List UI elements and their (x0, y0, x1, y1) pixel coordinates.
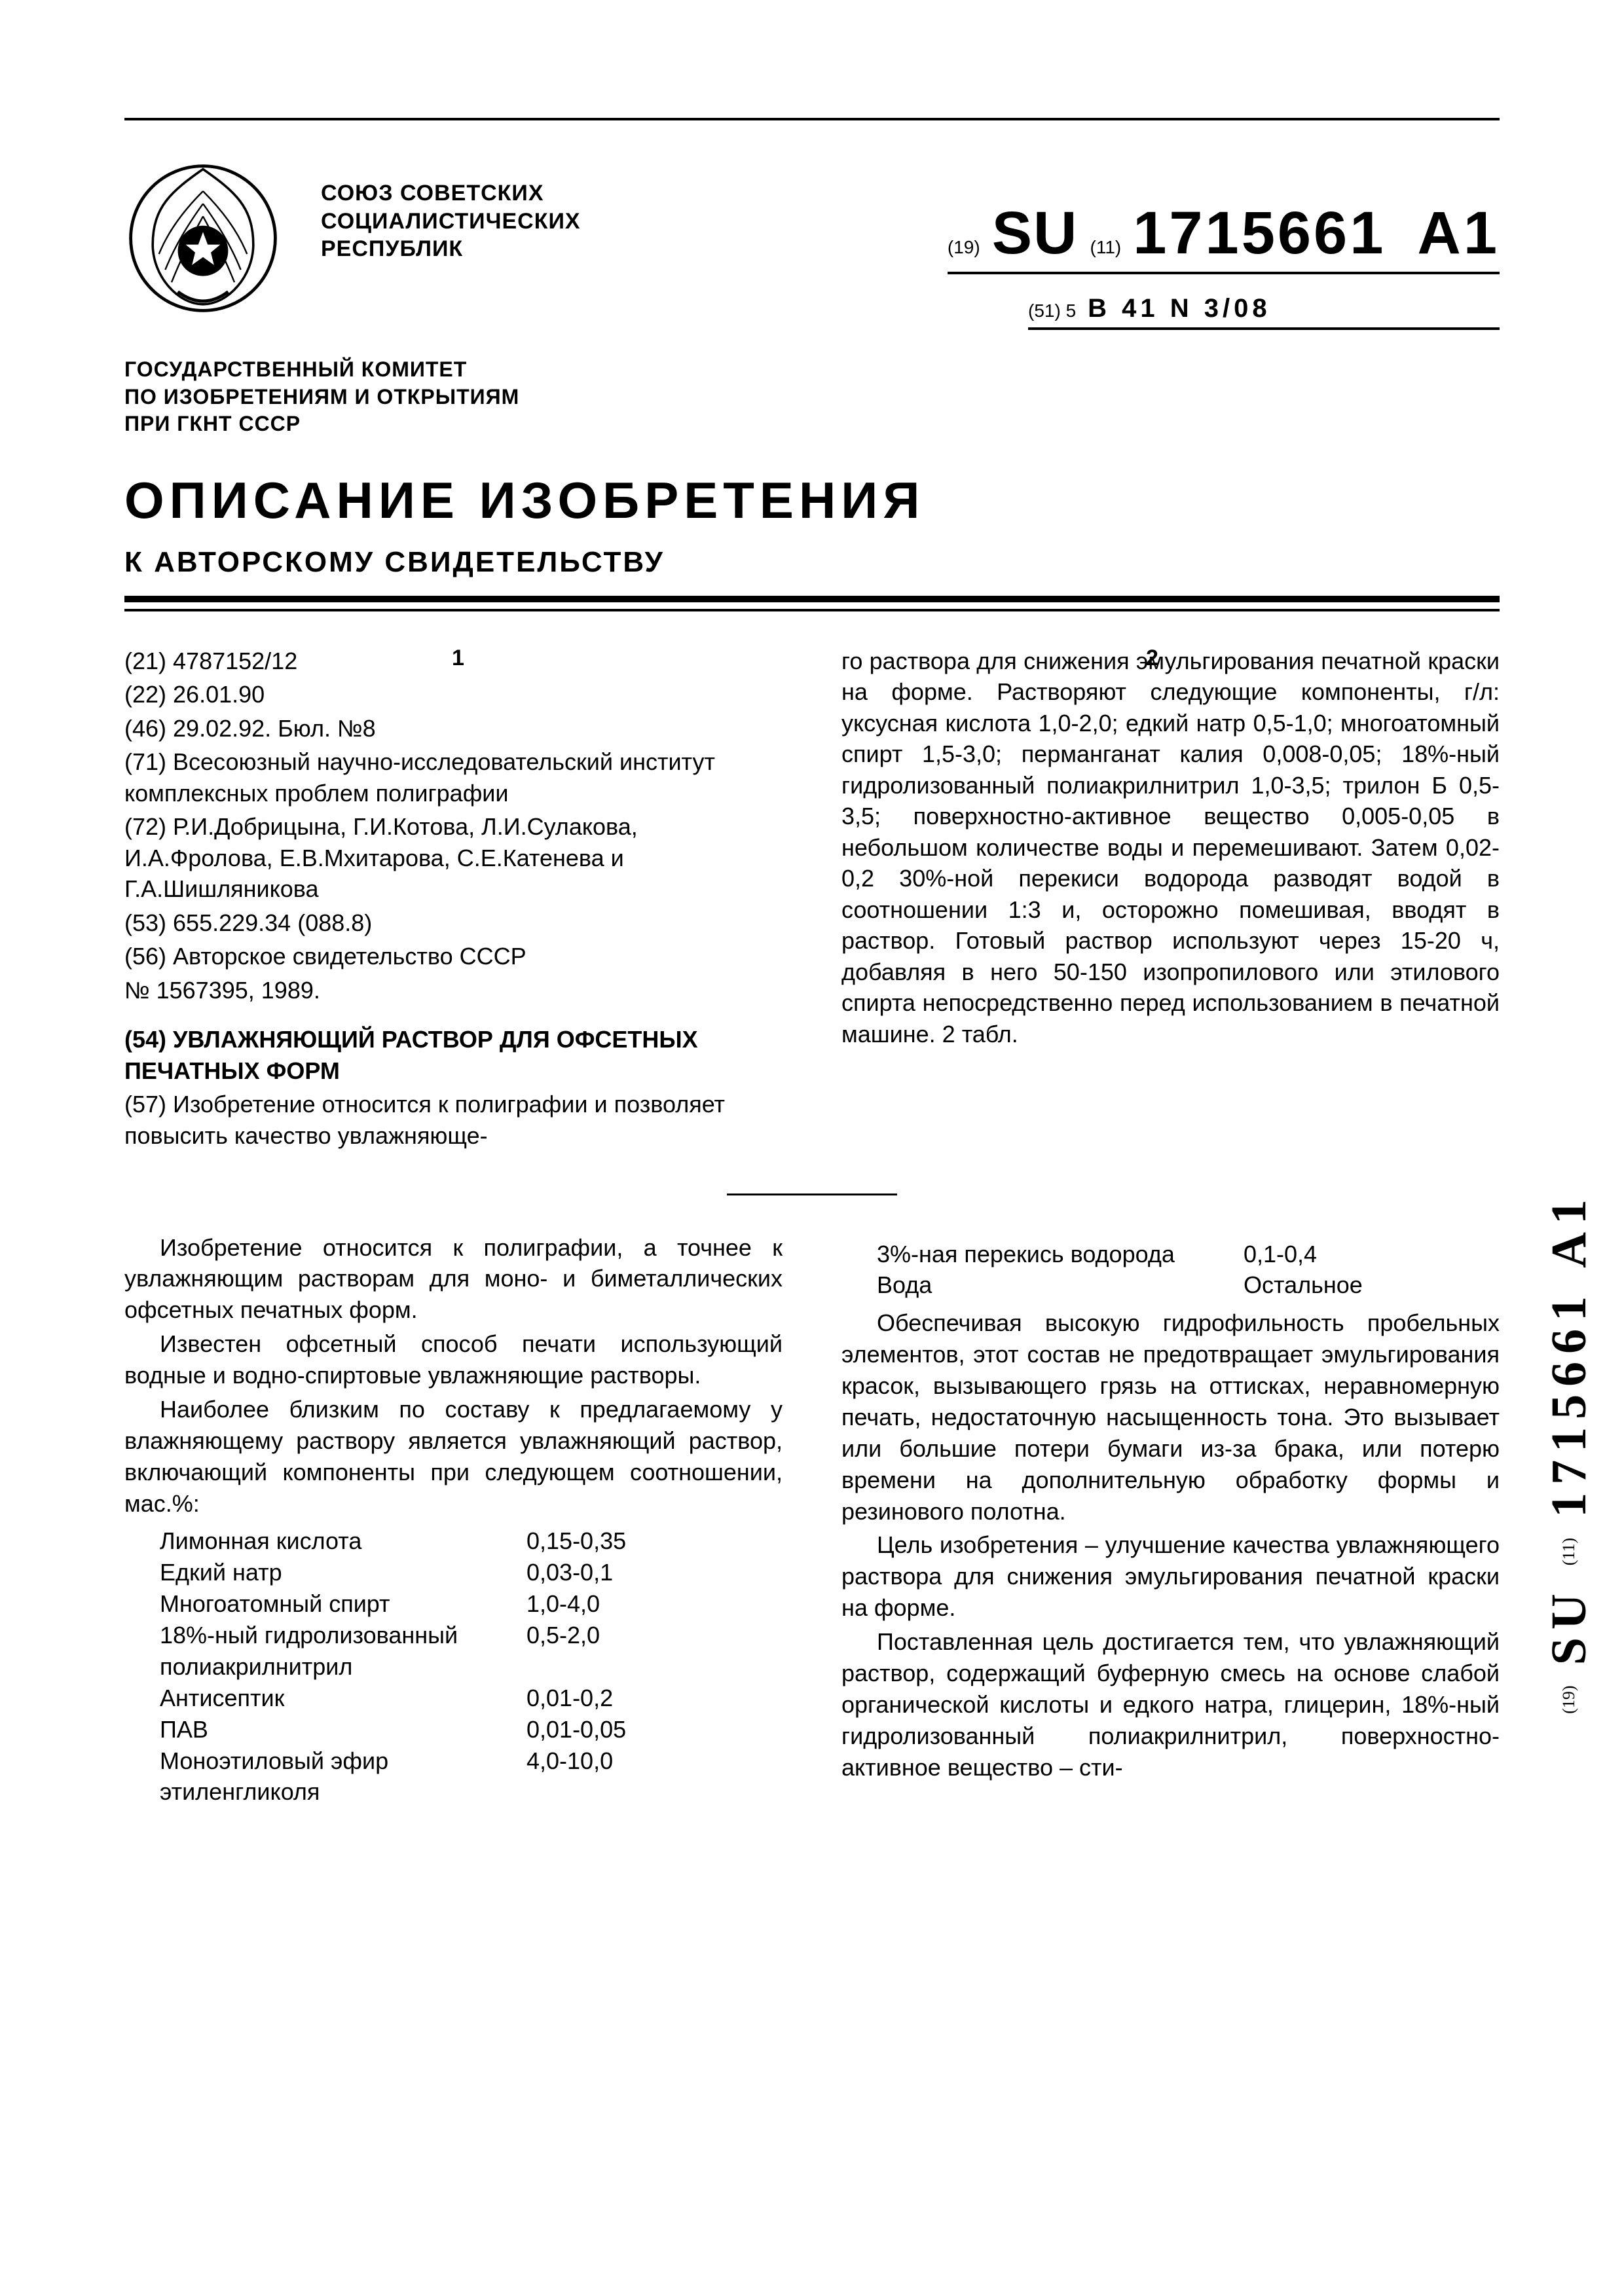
desc-p6: Поставленная цель достигается тем, что у… (841, 1626, 1500, 1783)
publication-number: (19) SU (11) 1715661 A1 (948, 199, 1500, 274)
side-number: 1715661 (1541, 1288, 1596, 1518)
component-value: 4,0-10,0 (526, 1745, 684, 1808)
composition-row: ПАВ0,01-0,05 (160, 1714, 783, 1745)
desc-p4: Обеспечивая высокую гидрофильность пробе… (841, 1307, 1500, 1527)
document-title: ОПИСАНИЕ ИЗОБРЕТЕНИЯ (124, 471, 1500, 530)
field-56a: (56) Авторское свидетельство СССР (124, 941, 783, 972)
committee-l2: ПО ИЗОБРЕТЕНИЯМ И ОТКРЫТИЯМ (124, 384, 1500, 411)
code-11: (11) (1090, 237, 1122, 258)
mid-separator (727, 1194, 897, 1195)
component-name: Моноэтиловый эфир этиленгликоля (160, 1745, 526, 1808)
composition-row: 3%-ная перекись водорода0,1-0,4 (877, 1239, 1500, 1270)
side-code-11: (11) (1559, 1538, 1578, 1565)
double-rule-top (124, 596, 1500, 602)
code-19: (19) (948, 237, 980, 258)
ipc-classification: (51) 5 B 41 N 3/08 (1028, 294, 1500, 330)
committee-l3: ПРИ ГКНТ СССР (124, 410, 1500, 438)
double-rule-bottom (124, 609, 1500, 611)
header: СОЮЗ СОВЕТСКИХ СОЦИАЛИСТИЧЕСКИХ РЕСПУБЛИ… (124, 160, 1500, 330)
desc-p5: Цель изобретения – улучшение качества ув… (841, 1529, 1500, 1624)
field-57a: (57) Изобретение относится к полиграфии … (124, 1089, 783, 1151)
component-name: 18%-ный гидролизованный полиакрилнитрил (160, 1620, 526, 1683)
side-cc: SU (1541, 1586, 1596, 1665)
kind-code: A1 (1417, 199, 1500, 268)
component-name: Лимонная кислота (160, 1525, 526, 1557)
column-number-2: 2 (1146, 646, 1158, 671)
component-name: Едкий натр (160, 1557, 526, 1588)
issuer: СОЮЗ СОВЕТСКИХ СОЦИАЛИСТИЧЕСКИХ РЕСПУБЛИ… (321, 160, 661, 263)
state-emblem (124, 160, 282, 317)
composition-table-2: 3%-ная перекись водорода0,1-0,4ВодаОстал… (877, 1239, 1500, 1302)
field-56b: № 1567395, 1989. (124, 975, 783, 1006)
field-53: (53) 655.229.34 (088.8) (124, 907, 783, 939)
field-72: (72) Р.И.Добрицына, Г.И.Котова, Л.И.Сула… (124, 811, 783, 905)
field-46: (46) 29.02.92. Бюл. №8 (124, 713, 783, 744)
desc-p1: Изобретение относится к полиграфии, а то… (124, 1232, 783, 1326)
bibliographic-columns: (21) 4787152/12 (22) 26.01.90 (46) 29.02… (124, 646, 1500, 1154)
component-name: ПАВ (160, 1714, 526, 1745)
component-value: 0,01-0,2 (526, 1683, 684, 1714)
composition-row: Лимонная кислота0,15-0,35 (160, 1525, 783, 1557)
composition-row: Едкий натр0,03-0,1 (160, 1557, 783, 1588)
composition-row: Многоатомный спирт1,0-4,0 (160, 1588, 783, 1620)
component-name: Антисептик (160, 1683, 526, 1714)
abstract-continuation: го раствора для снижения эмульгирования … (841, 646, 1500, 1050)
component-value: 0,03-0,1 (526, 1557, 684, 1588)
column-number-1: 1 (452, 646, 464, 671)
country-code: SU (992, 199, 1079, 268)
composition-row: ВодаОстальное (877, 1269, 1500, 1301)
issuer-line-3: РЕСПУБЛИК (321, 235, 661, 263)
side-publication-code: (19) SU (11) 1715661 A1 (1541, 1192, 1598, 1714)
committee-l1: ГОСУДАРСТВЕННЫЙ КОМИТЕТ (124, 356, 1500, 384)
side-kind: A1 (1541, 1192, 1596, 1268)
composition-table: Лимонная кислота0,15-0,35Едкий натр0,03-… (160, 1525, 783, 1808)
field-71: (71) Всесоюзный научно-исследовательский… (124, 746, 783, 809)
desc-p2: Известен офсетный способ печати использу… (124, 1328, 783, 1391)
top-rule (124, 118, 1500, 120)
side-code-19: (19) (1559, 1685, 1578, 1713)
field-22: (22) 26.01.90 (124, 679, 783, 710)
field-54: (54) УВЛАЖНЯЮЩИЙ РАСТВОР ДЛЯ ОФСЕТНЫХ ПЕ… (124, 1024, 783, 1086)
component-name: 3%-ная перекись водорода (877, 1239, 1244, 1270)
component-value: 0,15-0,35 (526, 1525, 684, 1557)
committee-block: ГОСУДАРСТВЕННЫЙ КОМИТЕТ ПО ИЗОБРЕТЕНИЯМ … (124, 356, 1500, 438)
composition-row: Антисептик0,01-0,2 (160, 1683, 783, 1714)
component-value: Остальное (1244, 1269, 1401, 1301)
issuer-line-1: СОЮЗ СОВЕТСКИХ (321, 179, 661, 208)
issuer-line-2: СОЦИАЛИСТИЧЕСКИХ (321, 208, 661, 236)
code-51: (51) 5 (1028, 301, 1076, 321)
component-value: 0,5-2,0 (526, 1620, 684, 1683)
component-value: 0,01-0,05 (526, 1714, 684, 1745)
description-columns: Изобретение относится к полиграфии, а то… (124, 1232, 1500, 1815)
document-subtitle: К АВТОРСКОМУ СВИДЕТЕЛЬСТВУ (124, 546, 1500, 579)
desc-p3: Наиболее близким по составу к предлагаем… (124, 1394, 783, 1520)
component-value: 1,0-4,0 (526, 1588, 684, 1620)
component-name: Вода (877, 1269, 1244, 1301)
component-name: Многоатомный спирт (160, 1588, 526, 1620)
ipc-value: B 41 N 3/08 (1088, 294, 1270, 323)
doc-number: 1715661 (1133, 199, 1386, 268)
abstract-block: 1 2 (21) 4787152/12 (22) 26.01.90 (46) 2… (124, 646, 1500, 1154)
component-value: 0,1-0,4 (1244, 1239, 1401, 1270)
composition-row: 18%-ный гидролизованный полиакрилнитрил0… (160, 1620, 783, 1683)
composition-row: Моноэтиловый эфир этиленгликоля4,0-10,0 (160, 1745, 783, 1808)
publication-number-block: (19) SU (11) 1715661 A1 (51) 5 B 41 N 3/… (948, 160, 1500, 330)
